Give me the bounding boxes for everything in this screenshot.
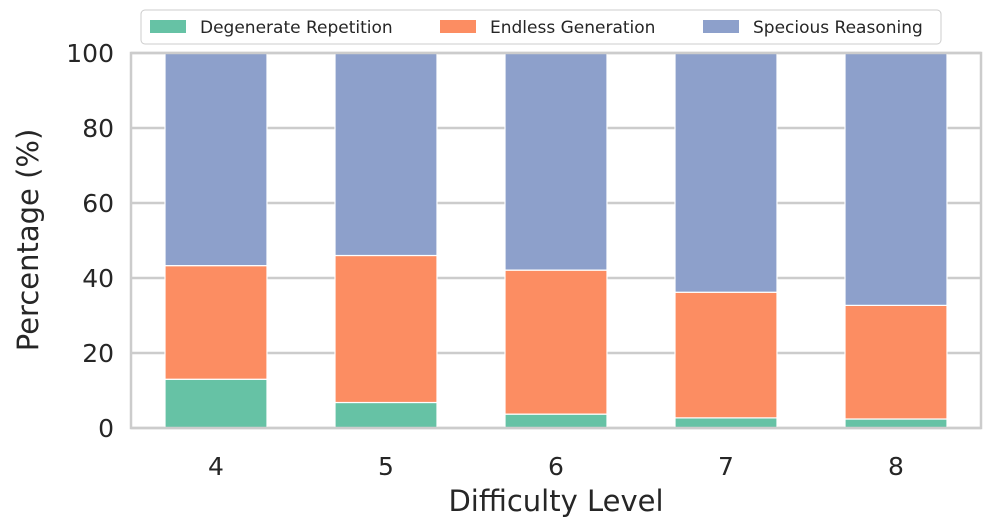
x-ticks: 4 5 6 7 8: [208, 452, 904, 481]
x-tick-label: 5: [378, 452, 394, 481]
bar-segment-degenerate-repetition-level-5: [334, 401, 438, 429]
bar-segment-endless-generation-level-6: [504, 269, 608, 415]
bar-segment-degenerate-repetition-level-7: [674, 417, 778, 429]
legend-box: [140, 9, 942, 45]
bar-segment-endless-generation-level-8: [844, 304, 948, 420]
y-tick-label: 80: [82, 114, 114, 143]
y-ticks: 0 20 40 60 80 100: [66, 39, 114, 443]
legend-swatch: [440, 20, 476, 33]
legend-swatch: [150, 20, 186, 33]
x-tick-label: 6: [548, 452, 564, 481]
legend-swatch: [703, 20, 739, 33]
bar-segment-specious-reasoning-level-8: [844, 52, 948, 306]
y-tick-label: 100: [66, 39, 114, 68]
bar-segment-specious-reasoning-level-5: [334, 52, 438, 257]
bar-segment-degenerate-repetition-level-8: [844, 418, 948, 429]
bar-segment-specious-reasoning-level-6: [504, 52, 608, 271]
legend-label: Specious Reasoning: [753, 18, 923, 38]
legend-label: Endless Generation: [490, 18, 655, 38]
bar-segment-specious-reasoning-level-4: [164, 52, 268, 267]
x-tick-label: 7: [718, 452, 734, 481]
bars: [164, 52, 948, 429]
bar-segment-endless-generation-level-4: [164, 265, 268, 380]
x-axis-label: Difficulty Level: [448, 484, 663, 518]
y-tick-label: 0: [98, 414, 114, 443]
bar-segment-specious-reasoning-level-7: [674, 52, 778, 293]
y-tick-label: 20: [82, 339, 114, 368]
bar-segment-degenerate-repetition-level-6: [504, 413, 608, 429]
legend: Degenerate Repetition Endless Generation S…: [140, 9, 942, 45]
x-tick-label: 8: [888, 452, 904, 481]
y-tick-label: 60: [82, 189, 114, 218]
plot-frame: [129, 51, 983, 430]
y-axis-label: Percentage (%): [11, 129, 45, 352]
x-tick-label: 4: [208, 452, 224, 481]
legend-label: Degenerate Repetition: [200, 18, 393, 38]
bar-segment-degenerate-repetition-level-4: [164, 378, 268, 429]
bar-segment-endless-generation-level-5: [334, 254, 438, 404]
y-tick-label: 40: [82, 264, 114, 293]
bar-segment-endless-generation-level-7: [674, 291, 778, 419]
